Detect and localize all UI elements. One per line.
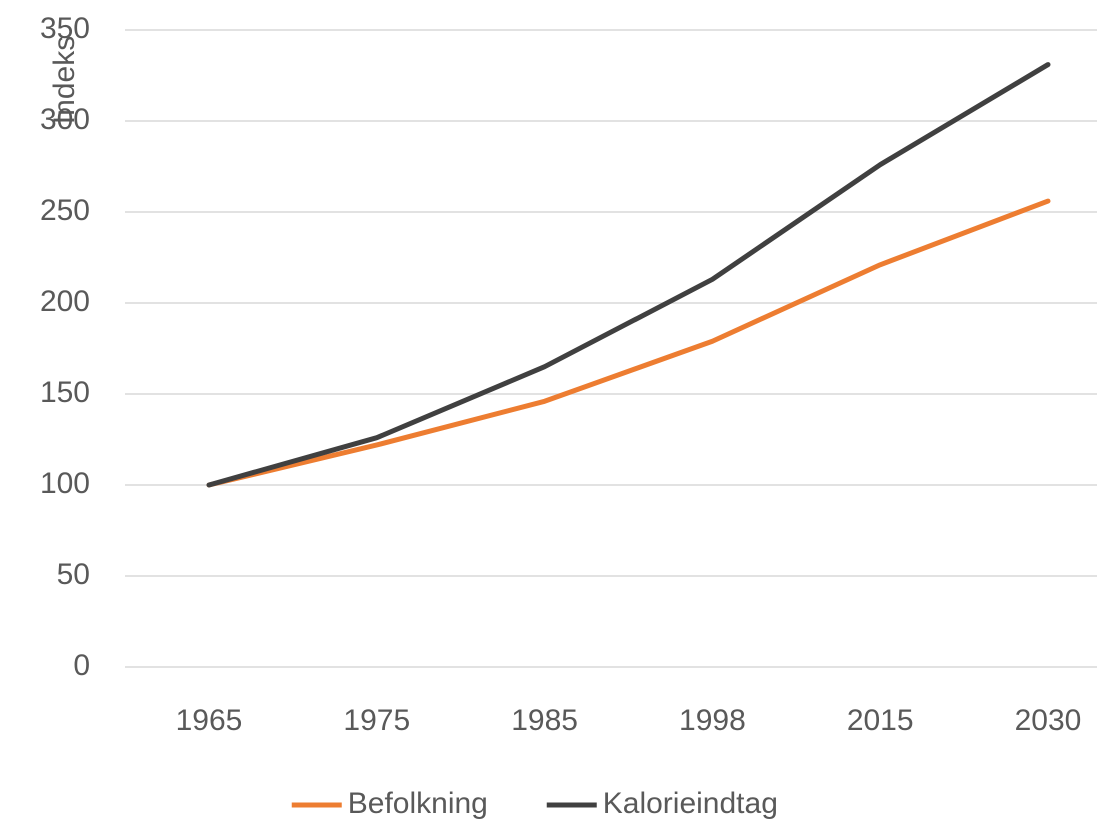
x-tick-label: 1998 bbox=[679, 704, 746, 737]
x-tick-label: 1985 bbox=[511, 704, 578, 737]
y-tick-label: 150 bbox=[40, 376, 90, 409]
y-tick-label: 100 bbox=[40, 467, 90, 500]
line bbox=[206, 62, 1051, 488]
x-tick-label: 1975 bbox=[343, 704, 410, 737]
x-tick-label: 2015 bbox=[847, 704, 914, 737]
y-tick-label: 50 bbox=[57, 558, 90, 591]
line bbox=[206, 198, 1051, 488]
y-tick-label: 250 bbox=[40, 194, 90, 227]
y-tick-label: 200 bbox=[40, 285, 90, 318]
y-tick-label: 300 bbox=[40, 103, 90, 136]
legend-label: Kalorieindtag bbox=[603, 787, 778, 820]
legend-label: Befolkning bbox=[348, 787, 488, 820]
y-tick-label: 0 bbox=[73, 649, 90, 682]
y-tick-label: 350 bbox=[40, 12, 90, 45]
x-tick-label: 1965 bbox=[176, 704, 243, 737]
y-axis-label: Indeks bbox=[48, 36, 81, 124]
x-tick-label: 2030 bbox=[1015, 704, 1082, 737]
